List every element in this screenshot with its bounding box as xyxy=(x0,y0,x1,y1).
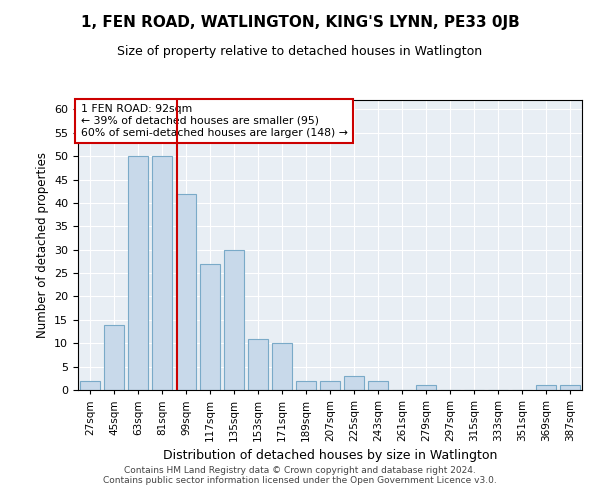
Bar xyxy=(344,376,364,390)
Y-axis label: Number of detached properties: Number of detached properties xyxy=(35,152,49,338)
Bar xyxy=(80,380,100,390)
Bar xyxy=(200,264,220,390)
Text: 1, FEN ROAD, WATLINGTON, KING'S LYNN, PE33 0JB: 1, FEN ROAD, WATLINGTON, KING'S LYNN, PE… xyxy=(80,15,520,30)
Bar xyxy=(368,380,388,390)
Bar xyxy=(560,386,580,390)
X-axis label: Distribution of detached houses by size in Watlington: Distribution of detached houses by size … xyxy=(163,450,497,462)
Bar xyxy=(416,386,436,390)
Bar xyxy=(296,380,316,390)
Bar xyxy=(152,156,172,390)
Bar xyxy=(224,250,244,390)
Bar xyxy=(320,380,340,390)
Bar xyxy=(248,338,268,390)
Bar xyxy=(176,194,196,390)
Bar xyxy=(128,156,148,390)
Text: Size of property relative to detached houses in Watlington: Size of property relative to detached ho… xyxy=(118,45,482,58)
Bar xyxy=(536,386,556,390)
Bar xyxy=(272,343,292,390)
Text: Contains HM Land Registry data © Crown copyright and database right 2024.
Contai: Contains HM Land Registry data © Crown c… xyxy=(103,466,497,485)
Bar xyxy=(104,324,124,390)
Text: 1 FEN ROAD: 92sqm
← 39% of detached houses are smaller (95)
60% of semi-detached: 1 FEN ROAD: 92sqm ← 39% of detached hous… xyxy=(80,104,347,138)
